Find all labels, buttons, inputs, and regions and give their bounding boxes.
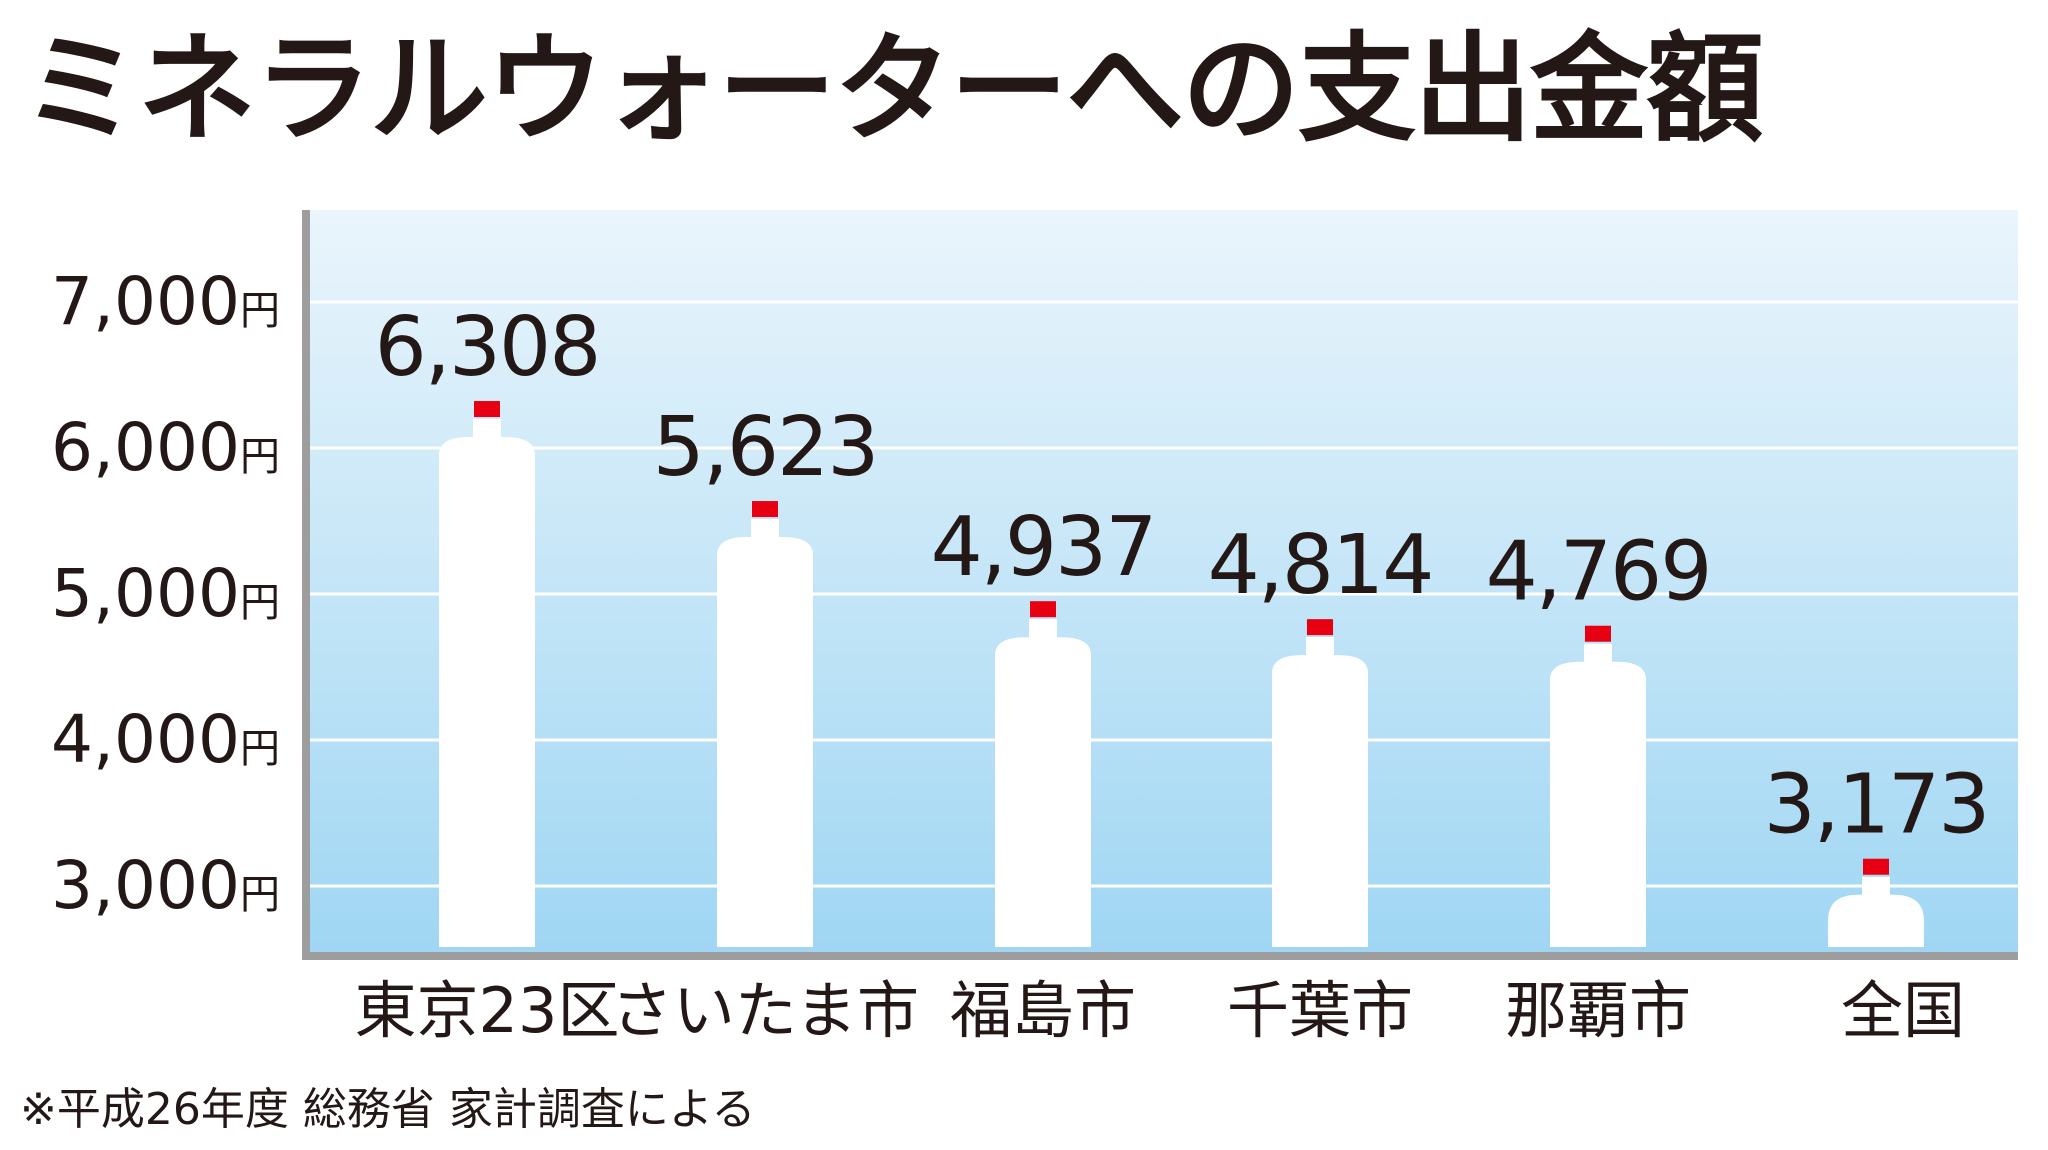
x-tick-label: 那覇市 <box>1505 974 1691 1047</box>
bottle-body <box>717 537 813 947</box>
data-label: 4,937 <box>931 500 1156 595</box>
chart-title: ミネラルウォーターへの支出金額 <box>22 20 1764 158</box>
bottle-cap <box>752 501 778 518</box>
bottle-cap <box>474 401 500 418</box>
x-tick-label: 東京23区 <box>355 974 620 1047</box>
bottle-neck <box>1306 637 1334 658</box>
y-tick-label: 3,000円 <box>51 847 280 924</box>
bottle-body <box>1550 661 1646 947</box>
x-tick-label: 全国 <box>1841 974 1965 1047</box>
bottle-cap <box>1030 601 1056 618</box>
data-label: 4,814 <box>1208 518 1433 613</box>
bottle-body <box>1828 894 1924 947</box>
bottle-neck <box>1029 619 1057 640</box>
bottle-cap <box>1585 625 1611 642</box>
bottle-neck <box>1584 643 1612 664</box>
plot-background <box>306 210 2018 956</box>
source-note: ※平成26年度 総務省 家計調査による <box>20 1084 756 1135</box>
bottle-neck <box>473 419 501 440</box>
bottle-body <box>439 437 535 947</box>
bottle-neck <box>751 519 779 540</box>
bottle-cap <box>1863 858 1889 875</box>
x-tick-label: 福島市 <box>950 974 1136 1047</box>
data-label: 6,308 <box>375 300 600 395</box>
bottle-body <box>995 637 1091 947</box>
data-label: 5,623 <box>653 400 878 495</box>
bottle-cap <box>1307 619 1333 636</box>
y-tick-label: 4,000円 <box>51 701 280 778</box>
x-tick-label: さいたま市 <box>611 974 919 1047</box>
bottle-neck <box>1862 876 1890 897</box>
data-label: 4,769 <box>1486 525 1711 620</box>
y-tick-label: 6,000円 <box>51 409 280 486</box>
x-tick-label: 千葉市 <box>1227 974 1413 1047</box>
data-label: 3,173 <box>1764 758 1989 853</box>
bottle-body <box>1272 655 1368 947</box>
y-tick-label: 7,000円 <box>51 263 280 340</box>
y-tick-label: 5,000円 <box>51 555 280 632</box>
